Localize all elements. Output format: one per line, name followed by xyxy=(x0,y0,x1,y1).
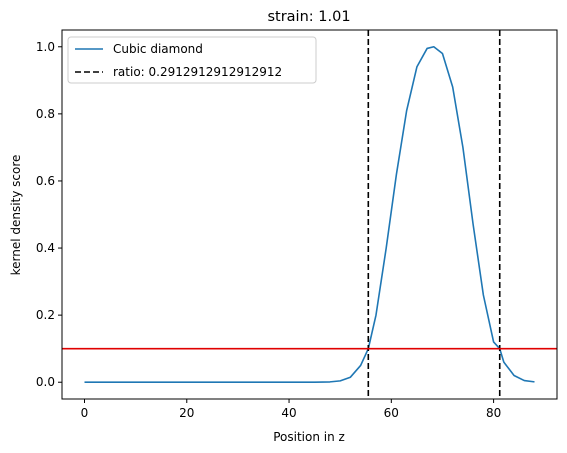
x-tick-label: 60 xyxy=(384,406,399,420)
series-line-0 xyxy=(84,45,535,384)
x-axis-label: Position in z xyxy=(273,430,345,444)
x-tick-label: 0 xyxy=(81,406,89,420)
legend-box xyxy=(67,36,317,84)
chart-title: strain: 1.01 xyxy=(267,9,350,25)
y-tick-label: 1.0 xyxy=(36,40,55,54)
legend-label-1: ratio: 0.2912912912912912 xyxy=(113,65,282,79)
legend: Cubic diamond ratio: 0.2912912912912912 xyxy=(67,36,317,84)
legend-label-0: Cubic diamond xyxy=(113,42,203,56)
y-axis-label: kernel density score xyxy=(9,155,23,276)
axis-ticks: 0 20 40 60 80 0.0 0.2 0.4 0.6 0.8 1.0 xyxy=(36,40,501,420)
axes-frame xyxy=(61,29,558,400)
plot-area xyxy=(61,29,558,400)
y-tick-label: 0.2 xyxy=(36,308,55,322)
y-tick-label: 0.4 xyxy=(36,241,55,255)
x-tick-label: 40 xyxy=(281,406,296,420)
y-tick-label: 0.6 xyxy=(36,174,55,188)
x-tick-label: 80 xyxy=(486,406,501,420)
x-tick-label: 20 xyxy=(179,406,194,420)
plot-content xyxy=(62,30,557,399)
y-tick-label: 0.8 xyxy=(36,107,55,121)
y-tick-label: 0.0 xyxy=(36,375,55,389)
